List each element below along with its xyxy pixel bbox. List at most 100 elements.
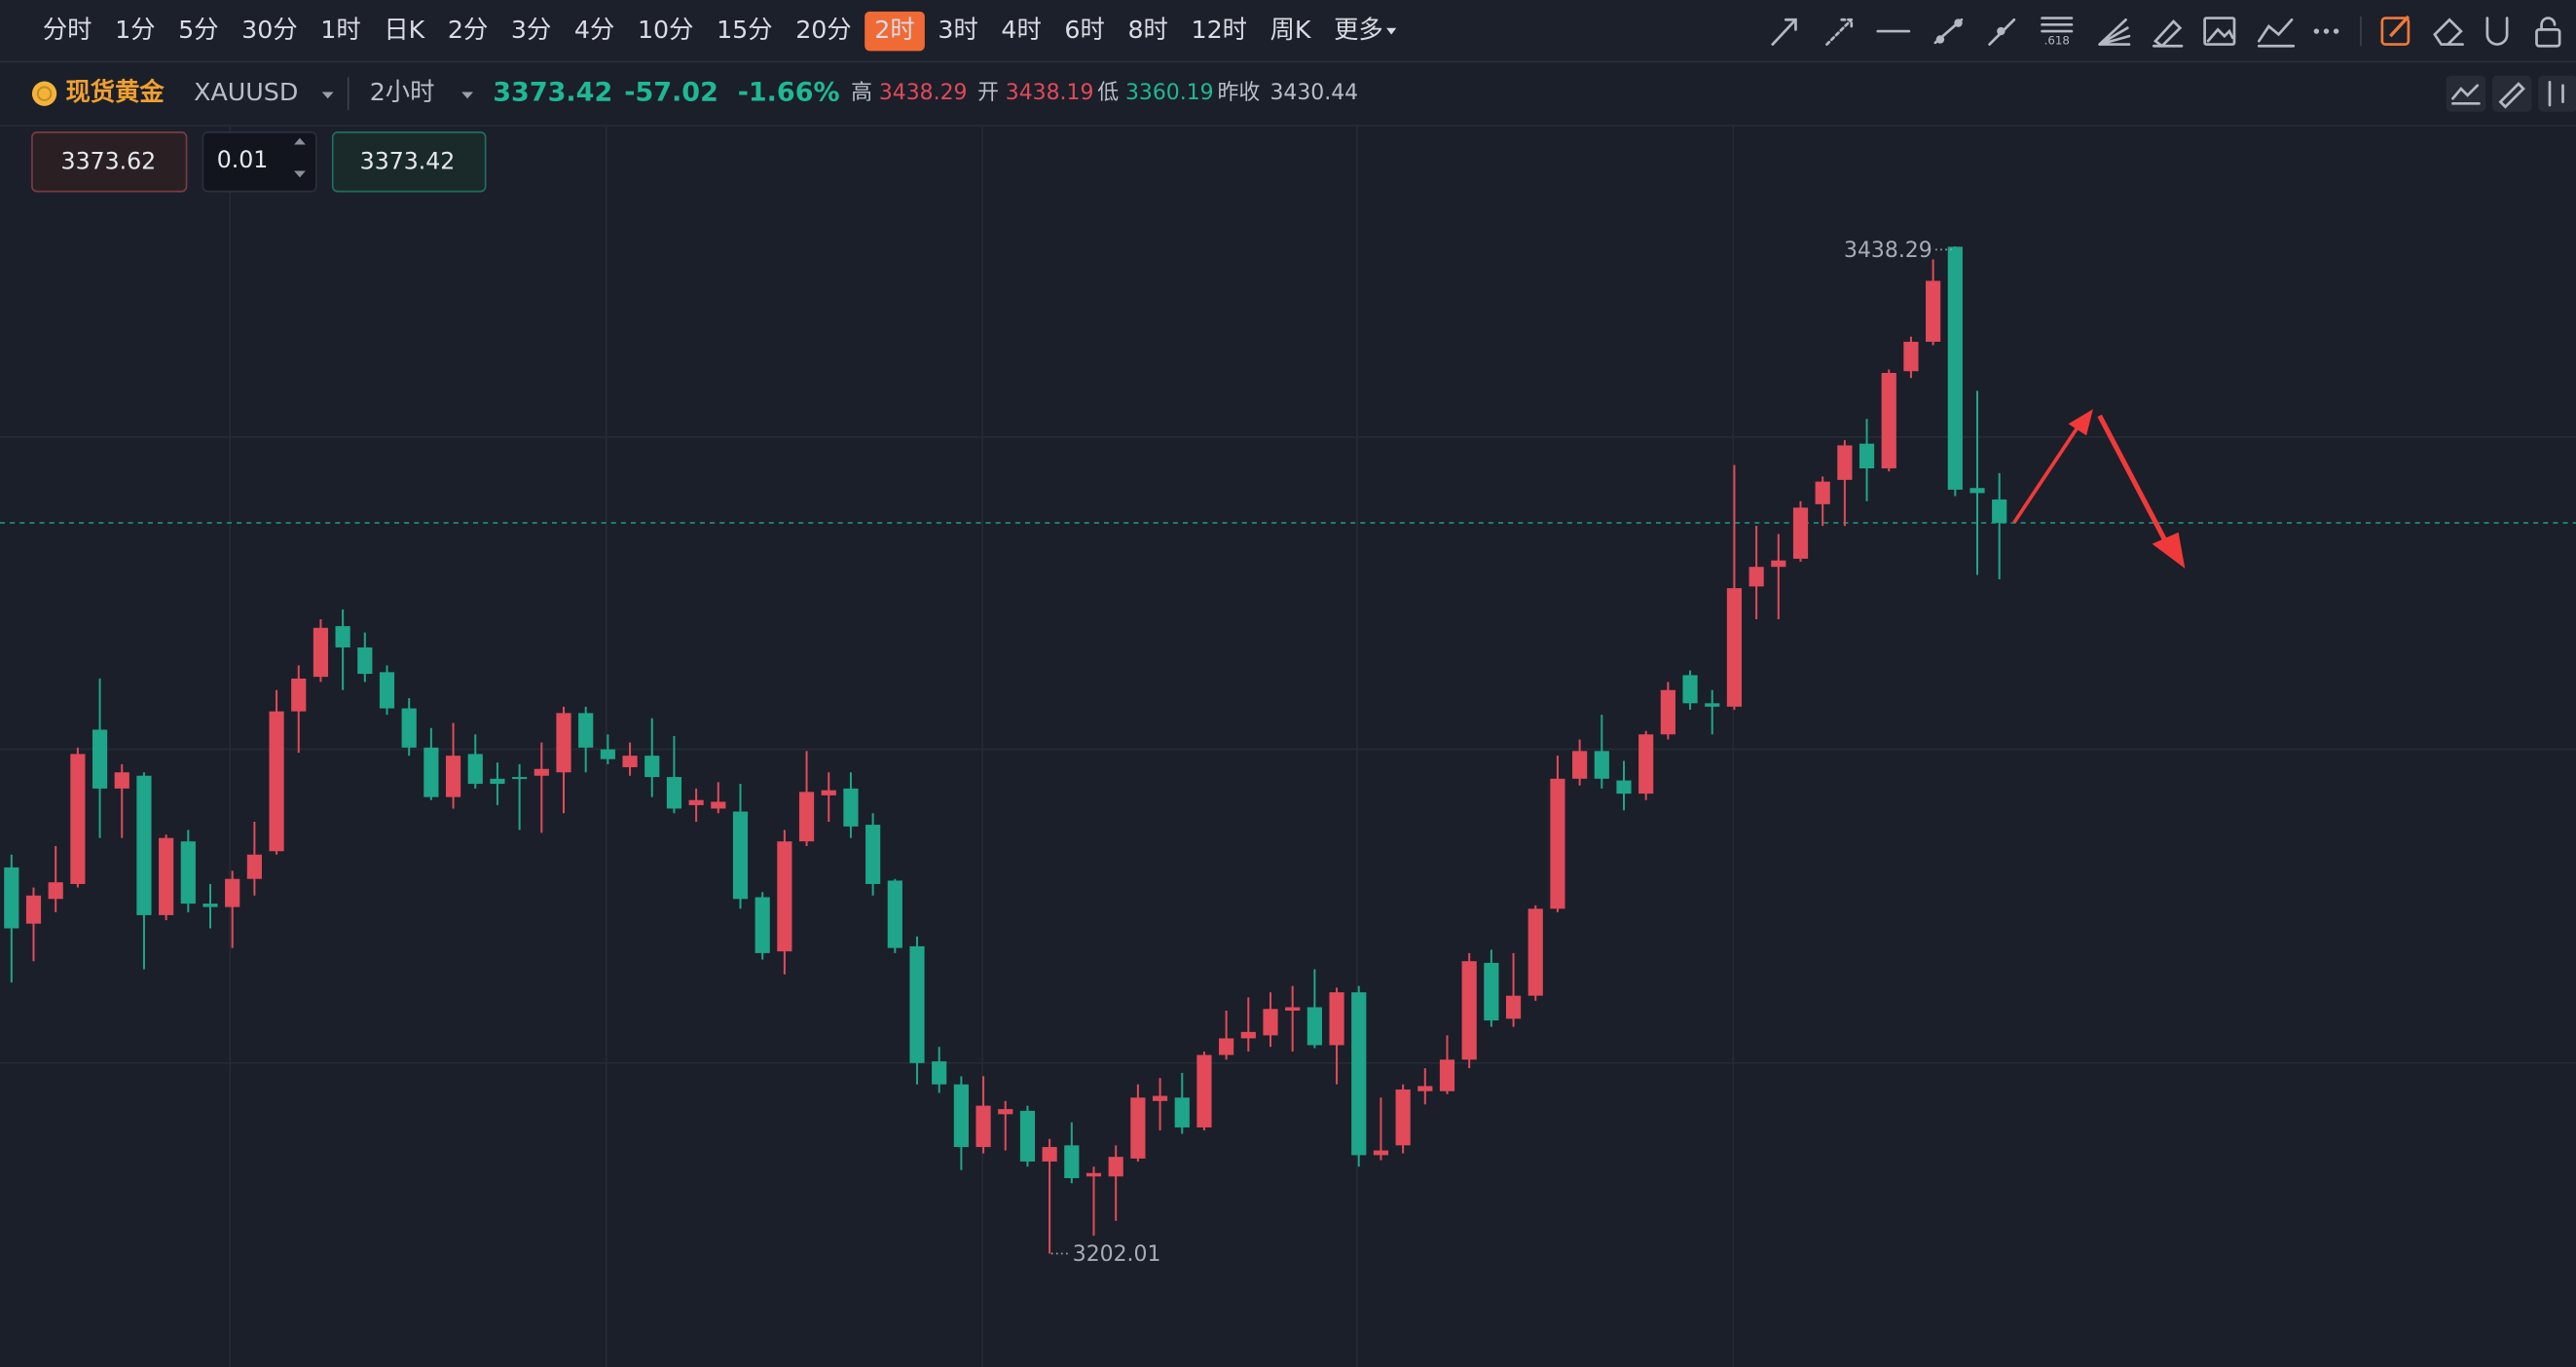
candle-body <box>1792 507 1809 559</box>
header-period: 2小时 <box>370 78 435 106</box>
candle-body <box>1903 342 1919 372</box>
tool-image[interactable] <box>2203 17 2236 46</box>
timeframe-button[interactable]: 5分 <box>178 16 218 44</box>
candle-body <box>1484 962 1499 1021</box>
candle-body <box>1395 1089 1411 1146</box>
candle-body <box>578 713 594 748</box>
candle-body <box>909 945 925 1063</box>
coin-icon <box>31 81 57 106</box>
chart-type-button[interactable] <box>2538 75 2576 112</box>
candle-body <box>1196 1054 1212 1127</box>
tool-highlighter[interactable] <box>2152 18 2184 49</box>
timeframe-button[interactable]: 1时 <box>320 16 360 44</box>
tool-segment[interactable] <box>1933 18 1964 45</box>
timeframe-button[interactable]: 3时 <box>938 16 977 44</box>
arrow-down-head <box>2152 532 2186 569</box>
tool-arrow-line[interactable] <box>1825 18 1854 46</box>
candle-body <box>1219 1038 1234 1055</box>
tool-fibonacci[interactable]: .618 <box>2041 17 2074 48</box>
candle-body <box>70 754 86 884</box>
candle-body <box>1616 780 1632 794</box>
candle-body <box>1439 1059 1455 1091</box>
candle-body <box>1748 567 1764 587</box>
toolbar-bar <box>0 0 2576 61</box>
order-quantity: 0.01 <box>217 146 269 173</box>
candle-body <box>534 768 549 776</box>
tool-polyline[interactable] <box>2257 18 2296 48</box>
candle-body <box>865 825 881 884</box>
candle-body <box>490 778 505 785</box>
timeframe-button[interactable]: 12时 <box>1191 16 1247 44</box>
bid-box[interactable] <box>331 131 487 193</box>
coin-icon-inner <box>36 86 53 101</box>
tool-magnet[interactable] <box>2485 17 2509 46</box>
candle-body <box>1130 1097 1146 1159</box>
candles: 3438.29 3202.01 <box>0 239 2576 1267</box>
tool-edit-mode[interactable] <box>2380 15 2410 46</box>
candle-body <box>1042 1147 1057 1162</box>
header-buttons <box>2446 75 2576 112</box>
candle-body <box>467 754 483 785</box>
candle-body <box>1705 703 1720 707</box>
timeframe-button[interactable]: 2时 <box>874 16 914 44</box>
tool-gann-fan[interactable] <box>2098 18 2131 46</box>
candle-body <box>1505 995 1522 1019</box>
drawing-tools: .618 <box>1771 15 2561 49</box>
timeframe-button[interactable]: 30分 <box>241 16 298 44</box>
timeframe-button[interactable]: 6时 <box>1064 16 1104 44</box>
tool-pen[interactable] <box>1988 18 2016 46</box>
candle-body <box>666 777 682 809</box>
header-change-pct: -1.66% <box>738 78 840 108</box>
timeframe-button[interactable]: 15分 <box>717 16 773 44</box>
timeframe-button[interactable]: 更多 <box>1334 16 1383 44</box>
tool-more[interactable] <box>2313 28 2339 34</box>
grid <box>0 126 2576 1367</box>
timeframe-button[interactable]: 20分 <box>795 16 852 44</box>
timeframe-button[interactable]: 2分 <box>448 16 488 44</box>
period-caret[interactable] <box>461 92 473 99</box>
ask-box[interactable] <box>31 131 188 193</box>
header-open: 3438.19 <box>1006 81 1094 105</box>
timeframe-button[interactable]: 周K <box>1270 16 1312 44</box>
candle-body <box>4 867 19 929</box>
tool-ray[interactable] <box>1771 18 1797 46</box>
candle-body <box>512 777 528 780</box>
header-prev-close-label: 昨收 <box>1217 81 1260 105</box>
candle-body <box>1417 1086 1433 1091</box>
candle-body <box>1351 992 1367 1156</box>
timeframe-button[interactable]: 日K <box>384 16 425 44</box>
timeframe-button[interactable]: 4分 <box>574 16 614 44</box>
arrow-down-line <box>2097 414 2171 549</box>
timeframe-button[interactable]: 4时 <box>1001 16 1041 44</box>
draw-button[interactable] <box>2491 75 2532 112</box>
arrow-up-line <box>2012 423 2081 524</box>
tool-eraser[interactable] <box>2433 18 2464 46</box>
candle-body <box>335 626 350 647</box>
timeframe-button[interactable]: 分时 <box>43 16 92 44</box>
candle-body <box>1771 560 1786 568</box>
indicator-icon <box>2451 84 2481 105</box>
timeframe-button[interactable]: 10分 <box>638 16 694 44</box>
candle-body <box>1638 734 1654 794</box>
candle-body <box>401 708 417 748</box>
candle-body <box>269 711 284 852</box>
timeframe-button[interactable]: 1分 <box>115 16 155 44</box>
timeframe-button[interactable]: 8时 <box>1127 16 1167 44</box>
candle-body <box>1969 488 1985 494</box>
candle-body <box>48 882 63 900</box>
tool-lock[interactable] <box>2535 17 2561 48</box>
quantity-box[interactable] <box>202 131 317 193</box>
candle-body <box>92 729 108 789</box>
candle-body <box>843 788 859 827</box>
icon-glyph: .618 <box>2044 34 2070 48</box>
candle-body <box>953 1084 969 1148</box>
symbol-caret[interactable] <box>321 92 334 99</box>
candle-body <box>1726 588 1743 707</box>
timeframe-button[interactable]: 3分 <box>511 16 551 44</box>
candle-body <box>246 854 262 879</box>
candle-body <box>777 841 792 952</box>
candle-body <box>202 904 218 907</box>
bid-price: 3373.42 <box>360 148 456 175</box>
candle-body <box>798 792 815 842</box>
